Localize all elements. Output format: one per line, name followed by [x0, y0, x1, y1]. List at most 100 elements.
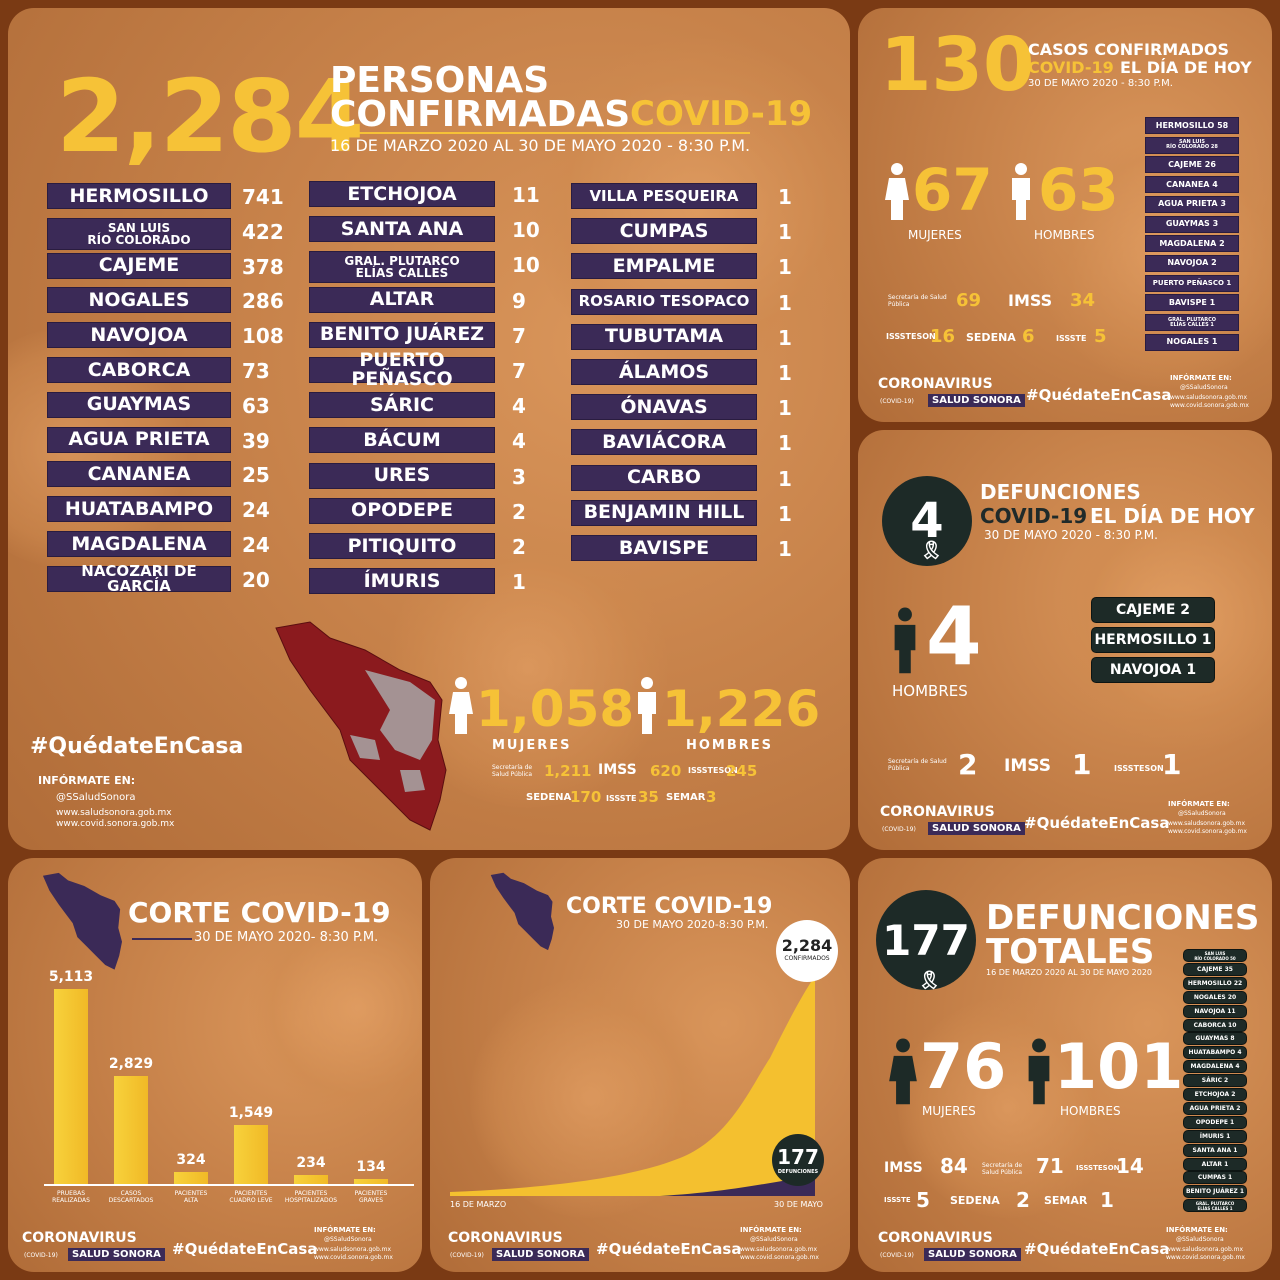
brand-web2: www.covid.sonora.gob.mx: [314, 1254, 393, 1261]
main-inst-semar: 3: [706, 788, 717, 806]
bar-category-label: CASOS DESCARTADOS: [108, 1190, 154, 1204]
municipality-count: 39: [242, 428, 270, 453]
corte-panel: CORTE COVID-19 30 DE MAYO 2020- 8:30 P.M…: [8, 858, 422, 1272]
curve-x-start: 16 DE MARZO: [450, 1200, 507, 1209]
brand-covid19: (COVID-19): [24, 1252, 58, 1259]
brand-info-title: INFÓRMATE EN:: [1170, 374, 1232, 382]
deaths-today-panel: 4 🎗 DEFUNCIONES COVID-19 EL DÍA DE HOY 3…: [858, 430, 1272, 850]
issste-son-logo: ISSSTESON: [886, 332, 936, 341]
deaths-today-title1: DEFUNCIONES: [980, 480, 1141, 504]
man-icon: [638, 677, 656, 734]
sonora-map: [275, 621, 447, 831]
municipality-label: ÍMURIS: [310, 569, 494, 594]
deaths-today-circle: 4: [882, 476, 972, 566]
brand-web2: www.covid.sonora.gob.mx: [1170, 402, 1249, 409]
today-municipality-item: SAN LUIS RÍO COLORADO 28: [1146, 137, 1238, 153]
deaths-today-title2a: COVID-19: [980, 504, 1088, 528]
deaths-today-inst-ssa: 2: [958, 748, 978, 781]
municipality-label: URES: [310, 463, 494, 488]
today-women-label: MUJERES: [908, 228, 962, 242]
deaths-total-item: AGUA PRIETA 2: [1184, 1102, 1246, 1114]
deaths-badge: 177 DEFUNCIONES: [772, 1134, 824, 1186]
municipality-label: PITIQUITO: [310, 534, 494, 558]
issste-son-logo: ISSSTESON: [688, 766, 738, 775]
curve-confirmed: 2,284: [781, 936, 833, 955]
municipality-label: GRAL. PLUTARCO ELÍAS CALLES: [310, 252, 494, 283]
deaths-total-item: HERMOSILLO 22: [1184, 977, 1246, 989]
today-municipality-item: CAJEME 26: [1146, 157, 1238, 173]
deaths-total-item: SAN LUIS RÍO COLORADO 50: [1184, 950, 1246, 961]
bar: [234, 1124, 268, 1184]
municipality-count: 422: [242, 219, 284, 244]
municipality-label: MAGDALENA: [48, 532, 230, 556]
bar: [294, 1175, 328, 1184]
main-web1: www.saludsonora.gob.mx: [56, 808, 172, 818]
sedena-logo: SEDENA: [950, 1194, 1000, 1207]
brand-salud: SALUD SONORA: [924, 1248, 1021, 1261]
brand-salud: SALUD SONORA: [928, 822, 1025, 835]
main-web2: www.covid.sonora.gob.mx: [56, 819, 175, 829]
municipality-count: 7: [512, 323, 526, 348]
municipality-label: SÁRIC: [310, 393, 494, 418]
municipality-label: SAN LUIS RÍO COLORADO: [48, 218, 230, 249]
today-panel: 130 CASOS CONFIRMADOS COVID-19 EL DÍA DE…: [858, 8, 1272, 422]
brand-covid19: (COVID-19): [880, 398, 914, 405]
municipality-label: BÁCUM: [310, 428, 494, 453]
brand-coronavirus: CORONAVIRUS: [448, 1230, 563, 1246]
confirmed-area: [450, 976, 815, 1196]
municipality-count: 2: [512, 499, 526, 524]
brand-web1: www.saludsonora.gob.mx: [1168, 820, 1246, 827]
ssa-logo: Secretaría de Salud Pública: [492, 764, 533, 778]
bar: [174, 1171, 208, 1184]
today-inst-imss: 34: [1070, 290, 1096, 311]
deaths-today-inst-imss: 1: [1072, 748, 1092, 781]
municipality-count: 1: [778, 325, 792, 350]
today-inst-sedena: 6: [1022, 326, 1035, 347]
issste-son-logo: ISSSTESON: [1114, 764, 1164, 773]
municipality-count: 1: [778, 431, 792, 456]
brand-hashtag: #QuédateEnCasa: [1024, 814, 1170, 832]
issste-logo: ISSSTE: [1056, 334, 1087, 343]
brand-social: @SSaludSonora: [1178, 810, 1226, 817]
brand-covid19: (COVID-19): [882, 826, 916, 833]
deaths-total-inst-issste-son: 14: [1116, 1154, 1144, 1178]
deaths-total-men-label: HOMBRES: [1060, 1104, 1121, 1118]
municipality-label: ALTAR: [310, 287, 494, 312]
x-axis: [44, 1184, 414, 1186]
municipality-count: 741: [242, 185, 284, 209]
deaths-total-inst-semar: 1: [1100, 1188, 1114, 1212]
deaths-total-item: BENITO JUÁREZ 1: [1184, 1186, 1246, 1198]
municipality-label: CARBO: [572, 465, 756, 490]
deaths-total-item: HUATABAMPO 4: [1184, 1047, 1246, 1059]
deaths-total-item: OPODEPE 1: [1184, 1116, 1246, 1128]
municipality-label: GUAYMAS: [48, 392, 230, 417]
sedena-logo: SEDENA: [526, 792, 572, 803]
municipality-label: AGUA PRIETA: [48, 427, 230, 452]
brand-web1: www.saludsonora.gob.mx: [314, 1246, 392, 1253]
municipality-label: TUBUTAMA: [572, 324, 756, 349]
today-date: 30 DE MAYO 2020 - 8:30 P.M.: [1028, 78, 1173, 89]
woman-icon: [449, 677, 473, 734]
municipality-count: 2: [512, 535, 526, 559]
curve-x-end: 30 DE MAYO: [774, 1200, 823, 1209]
deaths-total-inst-sedena: 2: [1016, 1188, 1030, 1212]
deaths-total-inst-issste: 5: [916, 1188, 930, 1212]
municipality-count: 378: [242, 254, 284, 279]
municipality-label: CANANEA: [48, 462, 230, 487]
main-info-title: INFÓRMATE EN:: [38, 774, 136, 787]
deaths-today-inst-issste-son: 1: [1162, 748, 1182, 781]
bar-category-label: PACIENTES HOSPITALIZADOS: [284, 1190, 338, 1204]
deaths-total-item: CABORCA 10: [1184, 1019, 1246, 1031]
curve-deaths-label: DEFUNCIONES: [777, 1169, 819, 1175]
deaths-total-men-count: 101: [1054, 1030, 1184, 1103]
municipality-label: VILLA PESQUEIRA: [572, 184, 756, 208]
bar: [54, 988, 88, 1184]
ribbon-icon: 🎗: [918, 970, 941, 991]
municipality-label: NOGALES: [48, 288, 230, 313]
curve-date: 30 DE MAYO 2020-8:30 P.M.: [616, 918, 769, 931]
man-icon: [1028, 1038, 1050, 1105]
brand-coronavirus: CORONAVIRUS: [878, 1230, 993, 1246]
brand-hashtag: #QuédateEnCasa: [596, 1240, 742, 1258]
municipality-count: 3: [512, 464, 526, 489]
municipality-label: OPODEPE: [310, 498, 494, 523]
